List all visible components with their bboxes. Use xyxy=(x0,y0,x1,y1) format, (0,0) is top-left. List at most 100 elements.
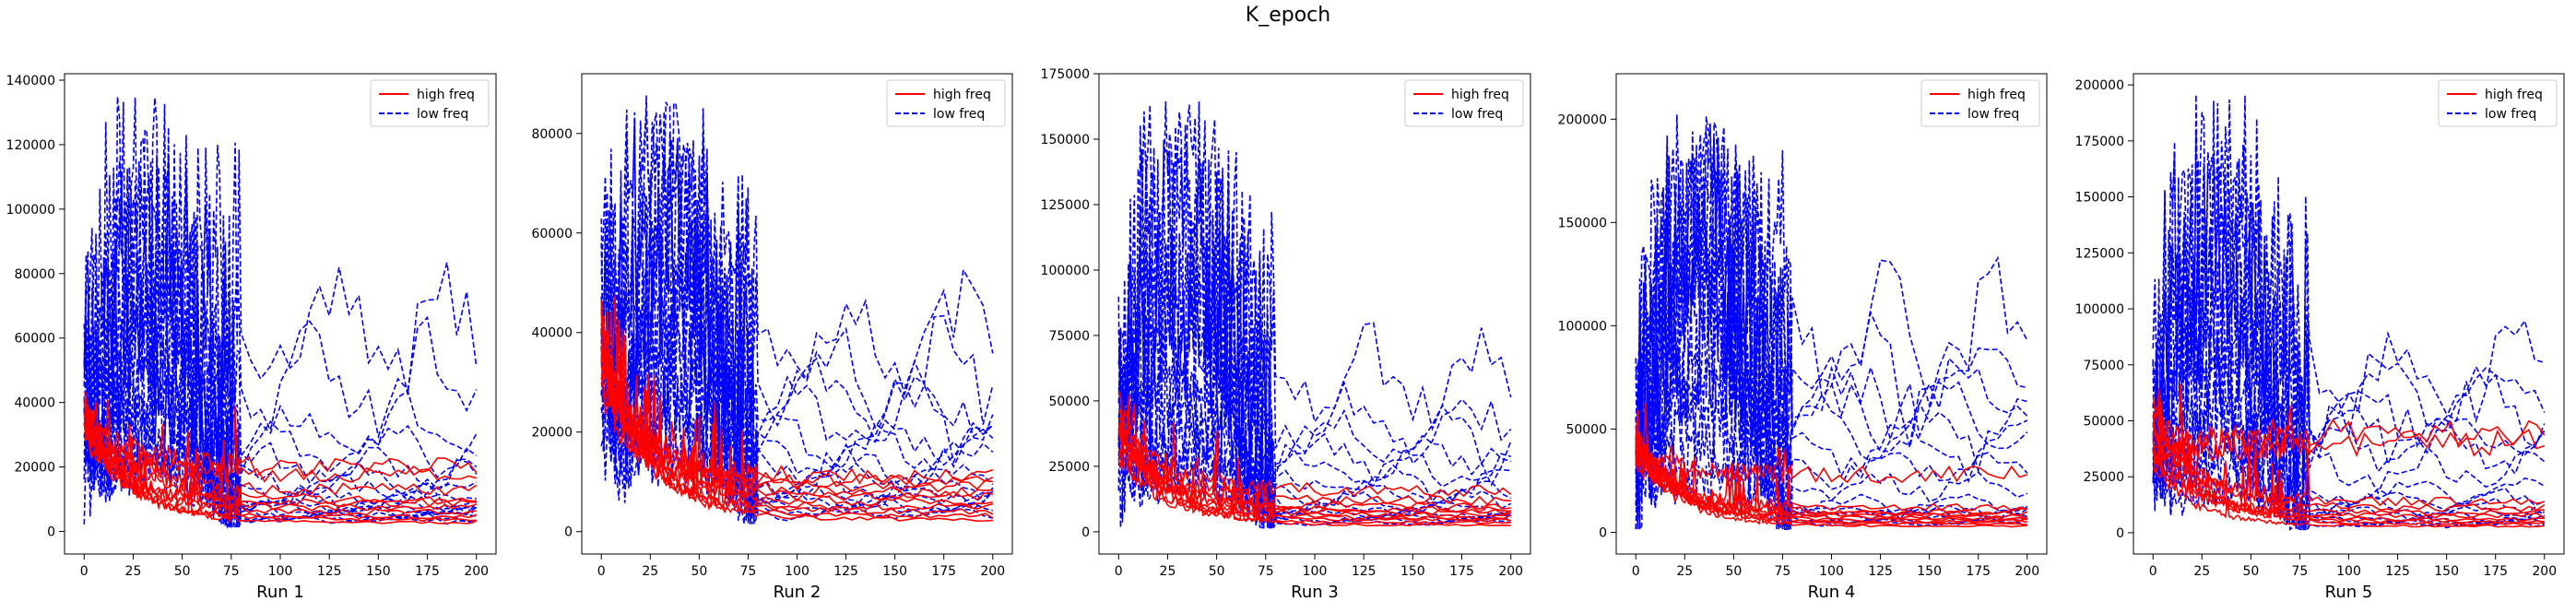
x-tick-label: 75 xyxy=(740,564,757,579)
x-tick-label: 25 xyxy=(1160,564,1176,579)
y-tick-label: 200000 xyxy=(2075,78,2124,93)
high-freq-line xyxy=(600,295,994,486)
low-freq-line xyxy=(1117,100,1512,470)
y-tick-label: 40000 xyxy=(14,396,55,411)
high-freq-line xyxy=(1635,403,2027,512)
x-tick-label: 75 xyxy=(1258,564,1274,579)
y-tick-label: 0 xyxy=(564,525,573,540)
legend-box xyxy=(1920,79,2040,127)
low-freq-line xyxy=(600,259,994,525)
high-freq-line xyxy=(2152,434,2545,516)
low-freq-line xyxy=(1635,171,2028,532)
x-tick-label: 100 xyxy=(2336,564,2361,579)
x-tick-label: 175 xyxy=(931,564,956,579)
low-freq-line xyxy=(83,137,478,525)
x-tick-label: 200 xyxy=(980,564,1005,579)
y-tick-label: 50000 xyxy=(1048,395,1090,409)
x-tick-label: 125 xyxy=(1868,564,1893,579)
y-tick-label: 140000 xyxy=(6,74,55,88)
x-tick-label: 50 xyxy=(1725,564,1742,579)
x-tick-label: 125 xyxy=(2385,564,2410,579)
x-tick-label: 125 xyxy=(317,564,342,579)
low-freq-line xyxy=(600,161,994,483)
high-freq-line xyxy=(1117,422,1511,506)
y-tick-label: 25000 xyxy=(2083,470,2124,485)
legend-high-freq-label: high freq xyxy=(2485,88,2543,102)
high-freq-line xyxy=(2152,405,2546,457)
legend-box xyxy=(2438,79,2558,127)
panel-1: 0 25 50 75 100 125 150 175 200 0 20000 40000 60000 80… xyxy=(6,73,497,602)
low-freq-line xyxy=(600,140,994,514)
high-freq-line xyxy=(1117,421,1512,516)
x-tick-label: 0 xyxy=(2149,564,2157,579)
legend: high freq low freq xyxy=(2438,79,2558,127)
high-freq-line xyxy=(600,319,994,489)
y-tick-label: 80000 xyxy=(14,267,55,282)
panel-2: 0 25 50 75 100 125 150 175 200 0 20000 40000 60000 80… xyxy=(531,73,1013,602)
low-freq-line xyxy=(1635,114,2028,530)
legend: high freq low freq xyxy=(370,79,490,127)
x-tick-label: 150 xyxy=(2434,564,2459,579)
x-axis-label: Run 4 xyxy=(1808,583,1856,602)
low-freq-line xyxy=(600,95,994,439)
x-tick-label: 150 xyxy=(882,564,907,579)
y-tick-label: 200000 xyxy=(1558,112,1607,127)
x-tick-label: 0 xyxy=(597,564,606,579)
x-tick-label: 75 xyxy=(2292,564,2309,579)
low-freq-line xyxy=(1635,211,2028,492)
low-freq-line xyxy=(600,184,994,505)
x-tick-label: 150 xyxy=(1400,564,1425,579)
y-tick-label: 0 xyxy=(47,525,55,540)
x-tick-label: 0 xyxy=(80,564,89,579)
legend-box xyxy=(370,79,490,127)
low-freq-line xyxy=(83,275,478,528)
high-freq-line xyxy=(600,367,993,493)
panel-5: 0 25 50 75 100 125 150 175 200 0 25000 50000 75000 10… xyxy=(2075,73,2565,602)
low-freq-line xyxy=(2152,405,2545,528)
legend-low-freq-label: low freq xyxy=(933,107,985,122)
y-tick-label: 125000 xyxy=(2075,246,2124,261)
x-tick-label: 175 xyxy=(1966,564,1991,579)
legend-low-freq-label: low freq xyxy=(1967,107,2019,122)
x-tick-label: 25 xyxy=(642,564,658,579)
high-freq-line xyxy=(83,425,477,512)
high-freq-line xyxy=(83,401,477,516)
y-tick-label: 175000 xyxy=(1041,67,1090,82)
high-freq-line xyxy=(1117,395,1511,518)
high-freq-line xyxy=(600,339,994,519)
x-axis-label: Run 5 xyxy=(2325,583,2373,602)
y-tick-label: 20000 xyxy=(14,461,55,476)
y-tick-label: 150000 xyxy=(1041,133,1090,147)
y-tick-label: 175000 xyxy=(2075,135,2124,149)
x-tick-label: 50 xyxy=(1209,564,1225,579)
x-tick-label: 200 xyxy=(1498,564,1523,579)
low-freq-line xyxy=(2152,157,2546,491)
y-tick-label: 75000 xyxy=(1048,329,1090,344)
x-tick-label: 125 xyxy=(833,564,858,579)
x-tick-label: 0 xyxy=(1632,564,1640,579)
high-freq-line xyxy=(600,371,993,502)
x-tick-label: 100 xyxy=(1819,564,1844,579)
low-freq-line xyxy=(2152,118,2546,464)
legend-low-freq-label: low freq xyxy=(417,107,468,122)
high-freq-line xyxy=(83,413,477,520)
legend: high freq low freq xyxy=(1920,79,2040,127)
x-axis-label: Run 3 xyxy=(1291,583,1339,602)
x-tick-label: 50 xyxy=(2242,564,2259,579)
x-tick-label: 75 xyxy=(223,564,240,579)
low-freq-line xyxy=(1635,235,2028,530)
high-freq-line xyxy=(2152,383,2545,507)
data-lines xyxy=(1117,100,1512,529)
legend-low-freq-label: low freq xyxy=(1451,107,1503,122)
y-tick-label: 100000 xyxy=(2075,302,2124,317)
low-freq-line xyxy=(1635,461,2028,530)
x-tick-label: 25 xyxy=(125,564,142,579)
high-freq-line xyxy=(1117,447,1512,521)
x-tick-label: 25 xyxy=(1676,564,1693,579)
high-freq-line xyxy=(1635,445,2028,484)
low-freq-line xyxy=(1117,282,1512,528)
x-tick-label: 75 xyxy=(1775,564,1791,579)
y-tick-label: 0 xyxy=(1599,525,1607,540)
y-tick-label: 100000 xyxy=(1558,319,1607,334)
y-tick-label: 80000 xyxy=(531,127,573,142)
